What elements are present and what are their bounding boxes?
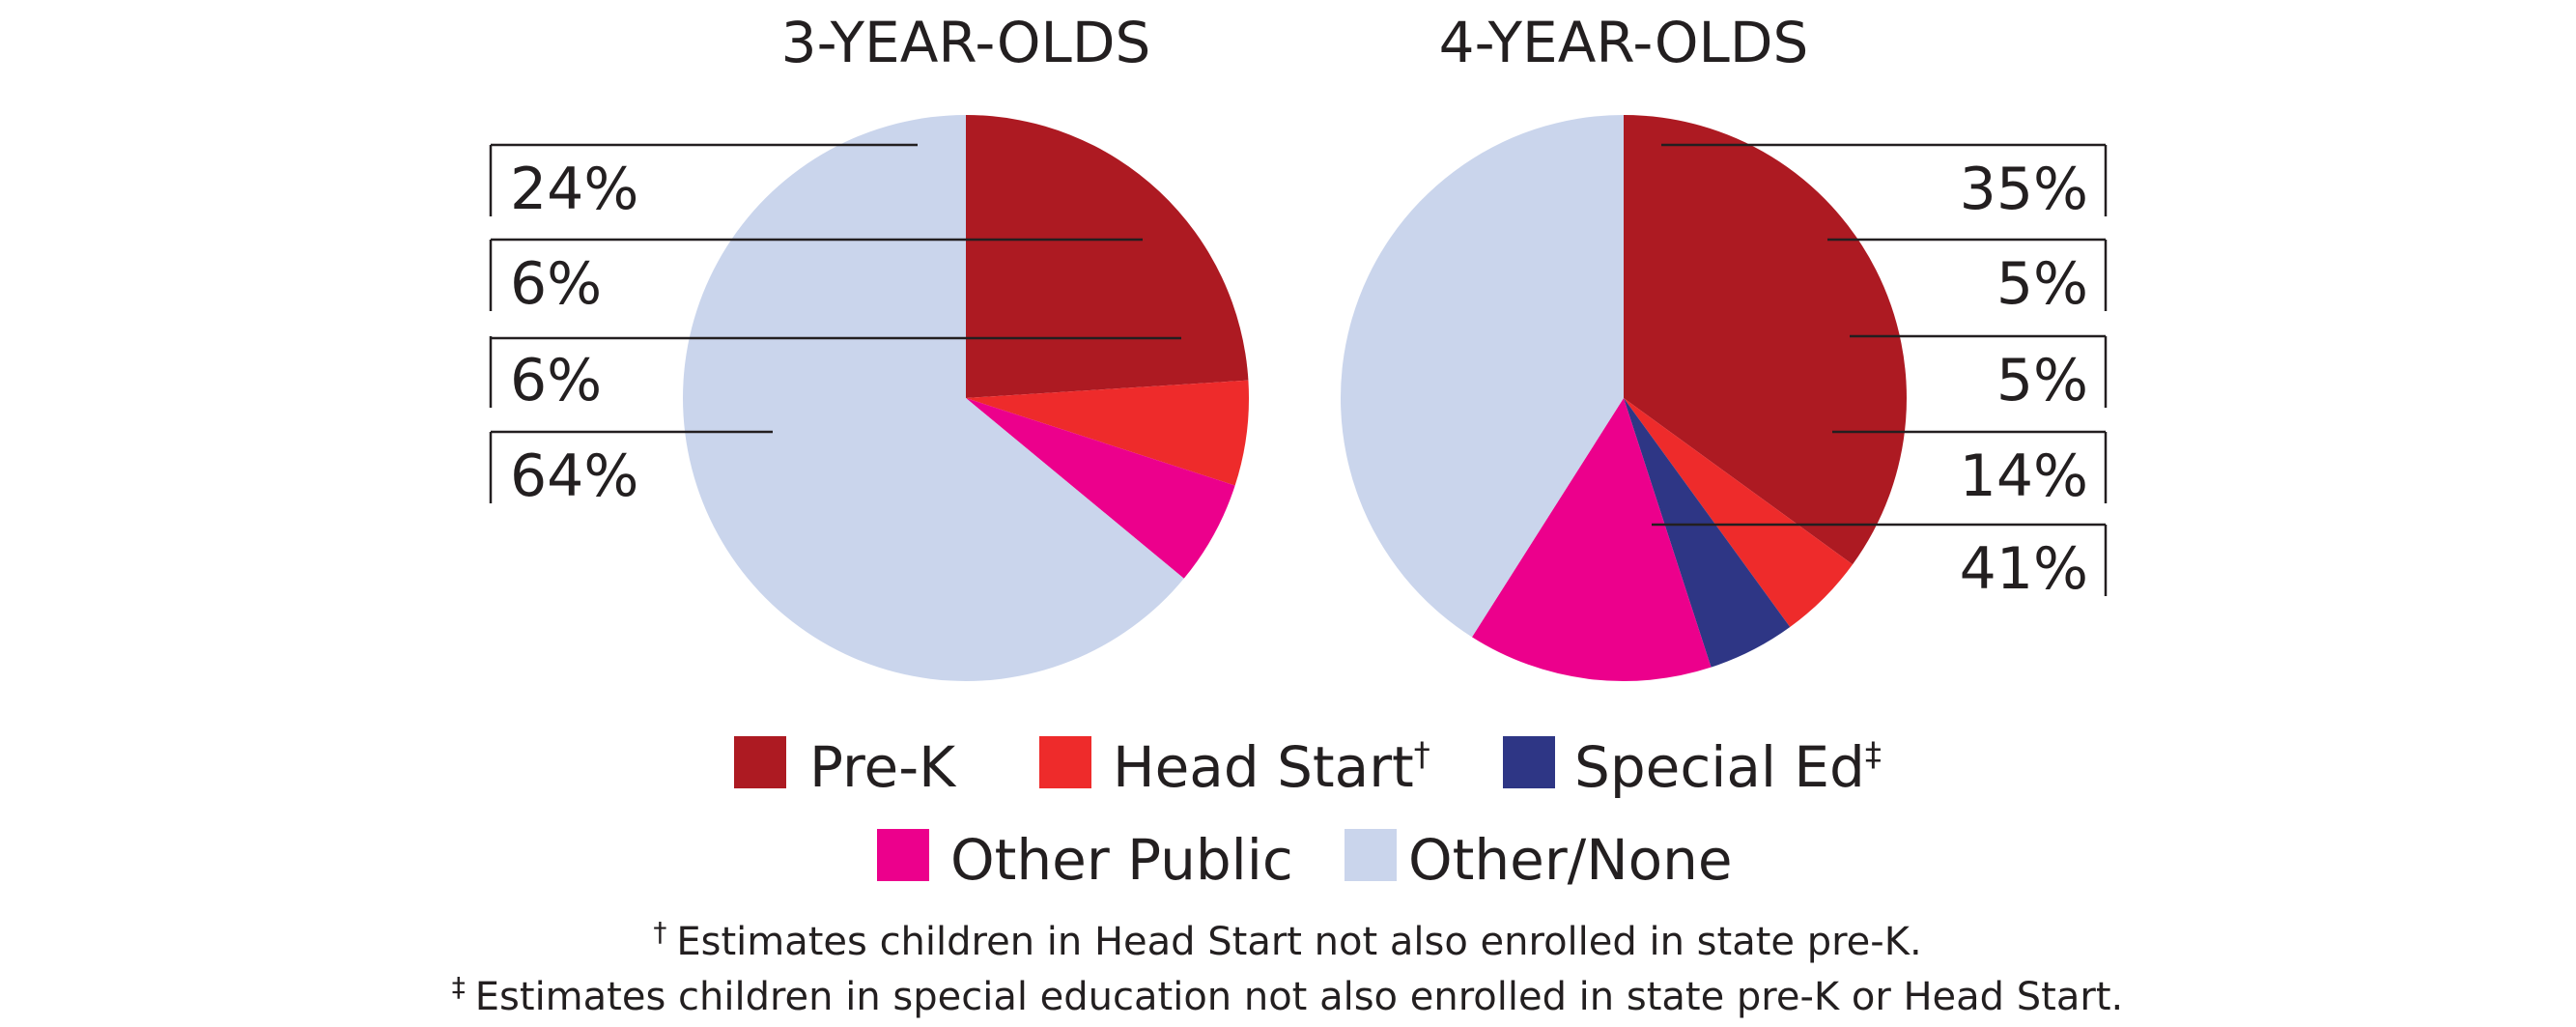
legend-swatch-special-ed: [1503, 736, 1555, 788]
4-year-olds-slice-head-start: [1624, 398, 1854, 628]
4-year-olds-slice-other-public: [1472, 398, 1712, 682]
legend-item-head-start: Head Start†: [1039, 734, 1430, 800]
3-year-olds-slice-other-none: [683, 115, 1184, 681]
4-year-olds-pie: 4-YEAR-OLDS: [1340, 10, 1907, 682]
legend-item-special-ed: Special Ed‡: [1503, 734, 1882, 800]
3-year-olds-slice-head-start: [966, 380, 1249, 486]
3-year-olds-title: 3-YEAR-OLDS: [781, 10, 1151, 75]
4-year-olds-title: 4-YEAR-OLDS: [1439, 10, 1809, 75]
legend-item-other-none: Other/None: [1345, 827, 1733, 893]
legend-label-text: Special Ed: [1574, 734, 1865, 800]
4-year-olds-slice-other-none: [1340, 114, 1624, 638]
legend-label-other-public: Other Public: [950, 827, 1293, 893]
footnotes: † Estimates children in Head Start not al…: [452, 916, 2123, 1019]
3-year-olds-data-label-other-public: 6%: [510, 347, 602, 414]
4-year-olds-data-label-head-start: 5%: [1996, 250, 2088, 318]
footnote-mark: †: [653, 916, 666, 948]
legend-footnote-mark: †: [1414, 735, 1430, 774]
legend-label-special-ed: Special Ed‡: [1574, 734, 1882, 800]
4-year-olds-data-label-pre-k: 35%: [1960, 156, 2088, 223]
4-year-olds-data-label-special-ed: 5%: [1996, 347, 2088, 414]
legend: Pre-K Head Start† Special Ed‡ Other Public O…: [734, 734, 1882, 893]
4-year-olds-labels: 35% 5% 5% 14% 41%: [1652, 143, 2108, 603]
4-year-olds-data-label-other-public: 14%: [1960, 442, 2088, 510]
legend-label-text: Other/None: [1408, 827, 1733, 893]
footnote-2: ‡ Estimates children in special education…: [452, 971, 2123, 1019]
3-year-olds-pie: 3-YEAR-OLDS: [683, 10, 1249, 681]
legend-label-other-none: Other/None: [1408, 827, 1733, 893]
4-year-olds-slice-pre-k: [1624, 115, 1907, 565]
footnote-1: † Estimates children in Head Start not al…: [653, 916, 1921, 964]
legend-swatch-other-public: [877, 829, 929, 881]
legend-label-text: Head Start: [1113, 734, 1414, 800]
legend-label-head-start: Head Start†: [1113, 734, 1430, 800]
3-year-olds-labels: 24% 6% 6% 64%: [489, 143, 1181, 510]
legend-swatch-head-start: [1039, 736, 1091, 788]
3-year-olds-data-label-pre-k: 24%: [510, 156, 638, 223]
4-year-olds-data-label-other-none: 41%: [1960, 535, 2088, 603]
footnote-mark: ‡: [452, 971, 466, 1003]
3-year-olds-data-label-other-none: 64%: [510, 442, 638, 510]
legend-label-text: Other Public: [950, 827, 1293, 893]
legend-label-text: Pre-K: [809, 734, 957, 800]
legend-swatch-other-none: [1345, 829, 1397, 881]
4-year-olds-slice-special-ed: [1624, 398, 1791, 668]
footnote-text: Estimates children in special education …: [475, 975, 2123, 1019]
legend-swatch-pre-k: [734, 736, 786, 788]
3-year-olds-data-label-head-start: 6%: [510, 250, 602, 318]
legend-footnote-mark: ‡: [1865, 735, 1882, 774]
legend-label-pre-k: Pre-K: [809, 734, 957, 800]
footnote-text: Estimates children in Head Start not als…: [676, 920, 1921, 964]
percent-labels-layer: 24% 6% 6% 64% 35% 5% 5% 14% 41%: [489, 143, 2108, 603]
pies-layer: 3-YEAR-OLDS 4-YEAR-OLDS: [683, 10, 1907, 682]
3-year-olds-slice-pre-k: [966, 115, 1249, 398]
3-year-olds-slice-other-public: [966, 398, 1235, 579]
legend-item-other-public: Other Public: [877, 827, 1293, 893]
legend-item-pre-k: Pre-K: [734, 734, 957, 800]
